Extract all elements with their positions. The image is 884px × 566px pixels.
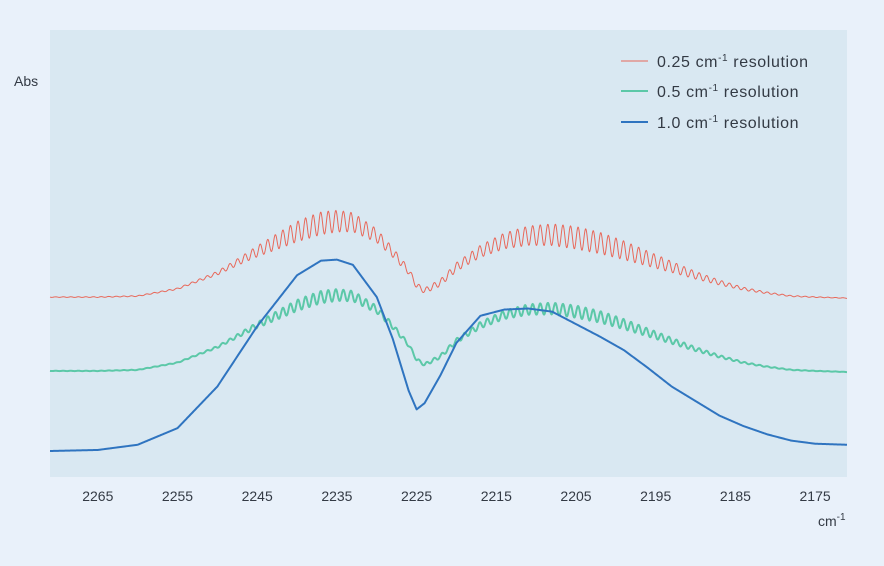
series-line-2: [49, 258, 848, 452]
x-tick-label-2205: 2205: [560, 488, 591, 504]
x-tick-label-2225: 2225: [401, 488, 432, 504]
x-axis-ticks: 2265 2255 2245 2235 2225 2215 2205 2195 2185 2175: [82, 488, 831, 504]
x-tick-label-2235: 2235: [321, 488, 352, 504]
legend-item-1: 0.5 cm-1 resolution: [621, 83, 799, 101]
series-layer: [49, 209, 848, 452]
legend-label-0-sup: -1: [718, 53, 728, 64]
legend-item-2: 1.0 cm-1 resolution: [621, 114, 799, 132]
x-tick-label-2175: 2175: [800, 488, 831, 504]
legend-label-1-main: 0.5 cm: [657, 84, 709, 101]
legend-label-1-sup: -1: [709, 83, 719, 94]
series-line-0: [49, 209, 848, 299]
x-tick-label-2195: 2195: [640, 488, 671, 504]
series-line-1: [49, 288, 848, 374]
y-axis-label: Abs: [14, 73, 38, 89]
legend-item-0: 0.25 cm-1 resolution: [621, 53, 809, 71]
x-axis-label: cm-1: [818, 512, 846, 529]
legend-label-1-rest: resolution: [719, 84, 799, 101]
legend-label-1: 0.5 cm-1 resolution: [657, 83, 799, 101]
legend-label-2-rest: resolution: [719, 115, 799, 132]
x-tick-label-2265: 2265: [82, 488, 113, 504]
x-tick-label-2185: 2185: [720, 488, 751, 504]
x-axis-label-main: cm: [818, 513, 837, 529]
legend-label-2: 1.0 cm-1 resolution: [657, 114, 799, 132]
legend-label-0-main: 0.25 cm: [657, 54, 718, 71]
legend-label-0: 0.25 cm-1 resolution: [657, 53, 809, 71]
legend-label-0-rest: resolution: [728, 54, 808, 71]
legend: 0.25 cm-1 resolution 0.5 cm-1 resolution…: [621, 53, 809, 132]
x-axis-label-sup: -1: [837, 512, 846, 523]
x-tick-label-2215: 2215: [481, 488, 512, 504]
plot-area: [50, 30, 847, 477]
legend-label-2-main: 1.0 cm: [657, 115, 709, 132]
x-tick-label-2245: 2245: [242, 488, 273, 504]
x-tick-label-2255: 2255: [162, 488, 193, 504]
legend-label-2-sup: -1: [709, 114, 719, 125]
